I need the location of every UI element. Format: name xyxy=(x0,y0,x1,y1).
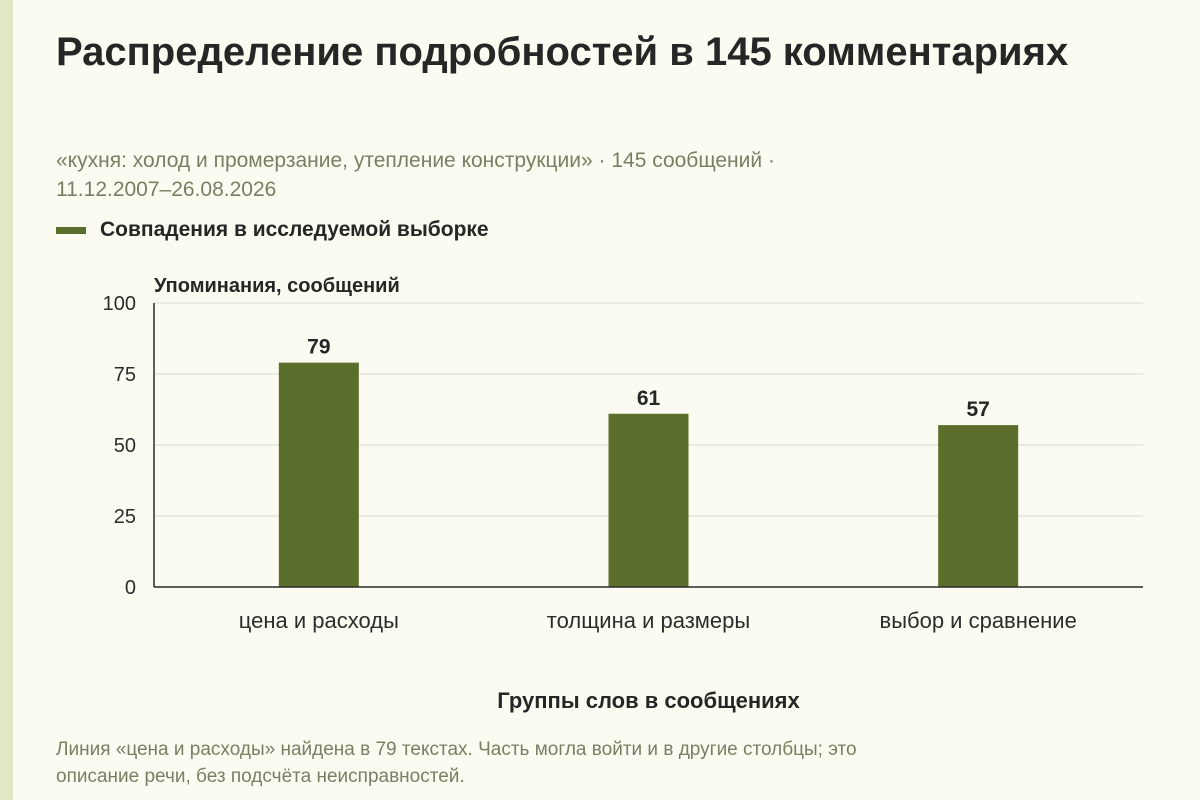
bar xyxy=(608,413,689,587)
side-accent-strip xyxy=(0,0,13,800)
x-tick-label: цена и расходы xyxy=(239,608,399,633)
axes xyxy=(153,303,1143,588)
bar-chart: 0 25 50 75 100 Упоминания, сообщений 79 цена и … xyxy=(103,275,1143,713)
bar xyxy=(938,425,1019,587)
y-tick-label: 75 xyxy=(114,364,136,386)
legend-swatch xyxy=(56,226,86,234)
x-tick-label: выбор и сравнение xyxy=(880,608,1077,633)
chart-subtitle: «кухня: холод и промерзание, утепление к… xyxy=(56,146,956,204)
legend-label: Совпадения в исследуемой выборке xyxy=(100,218,489,241)
y-tick-label: 100 xyxy=(103,293,136,315)
subtitle-line-2: 11.12.2007–26.08.2026 xyxy=(56,178,277,201)
y-tick-label: 50 xyxy=(114,435,136,457)
chart-title: Распределение подробностей в 145 коммент… xyxy=(56,30,1069,74)
legend: Совпадения в исследуемой выборке xyxy=(56,218,489,242)
bar-value-label: 61 xyxy=(637,387,661,410)
x-axis-label: Группы слов в сообщениях xyxy=(497,688,800,713)
bar-value-label: 57 xyxy=(966,398,989,421)
bar-value-label: 79 xyxy=(307,336,330,359)
footnote-line-1: Линия «цена и расходы» найдена в 79 текс… xyxy=(56,739,857,760)
labels: 0 25 50 75 100 Упоминания, сообщений 79 цена и … xyxy=(103,275,1077,713)
bars xyxy=(278,362,1019,587)
x-tick-label: толщина и размеры xyxy=(547,608,750,633)
bar xyxy=(278,362,359,587)
y-tick-label: 0 xyxy=(125,577,136,599)
y-axis-label: Упоминания, сообщений xyxy=(154,275,400,297)
y-tick-label: 25 xyxy=(114,506,136,528)
footnote-line-2: описание речи, без подсчёта неисправност… xyxy=(56,766,465,787)
footnote: Линия «цена и расходы» найдена в 79 текс… xyxy=(56,736,1056,790)
subtitle-line-1: «кухня: холод и промерзание, утепление к… xyxy=(56,149,775,172)
